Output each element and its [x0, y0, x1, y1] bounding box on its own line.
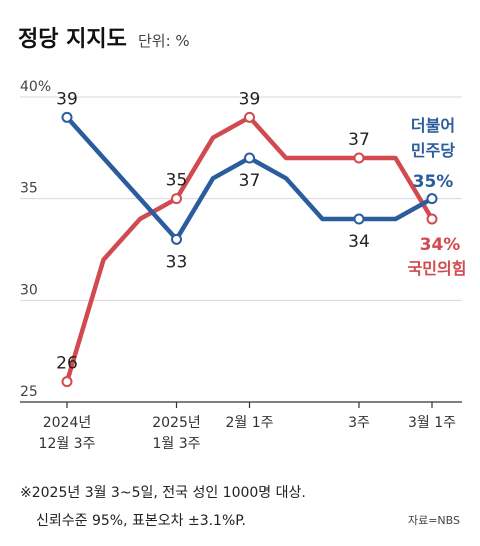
data-point-marker: [171, 233, 182, 245]
legend-series-name: 민주당: [411, 141, 455, 160]
y-tick-label: 40%: [20, 79, 51, 95]
y-tick-label: 30: [20, 282, 38, 298]
legend-series-value: 35%: [413, 172, 454, 192]
data-label: 35: [166, 171, 188, 191]
data-point-marker: [353, 213, 365, 225]
data-point-marker: [244, 111, 255, 123]
data-label: 33: [166, 252, 188, 272]
data-label: 37: [239, 171, 261, 191]
data-labels: 39 33 37 34 26 35 39 37: [56, 89, 370, 373]
data-label: 34: [348, 232, 370, 252]
x-tick-label: 2월 1주: [225, 415, 273, 431]
x-tick-label: 2024년: [43, 415, 92, 431]
data-point-marker: [353, 152, 365, 164]
data-point-marker: [171, 193, 182, 205]
legend-series-name: 더불어: [411, 116, 455, 135]
series-line-0: [64, 115, 435, 242]
legend-series-name: 국민의힘: [408, 259, 467, 278]
survey-note-line-2: 신뢰수준 95%, 표본오차 ±3.1%P.: [36, 513, 246, 529]
data-point-marker: [244, 152, 255, 164]
y-tick-label: 35: [20, 181, 38, 197]
y-tick-label: 25: [20, 384, 38, 400]
data-point-marker: [61, 111, 73, 123]
axes: 2024년 12월 3주 2025년 1월 3주 2월 1주 3주 3월 1주: [20, 401, 462, 452]
data-label: 26: [56, 354, 78, 374]
data-point-marker: [61, 376, 73, 388]
series-lines: [61, 111, 438, 388]
x-tick-label: 3주: [348, 415, 370, 431]
x-tick-label: 12월 3주: [39, 436, 96, 452]
unit-label: 단위: %: [138, 32, 190, 50]
data-point-marker: [426, 213, 438, 225]
data-label: 37: [348, 130, 370, 150]
grid: 40% 35 30 25: [20, 79, 462, 400]
survey-note-line-1: ※2025년 3월 3~5일, 전국 성인 1000명 대상.: [20, 485, 306, 501]
chart-title: 정당 지지도: [18, 27, 127, 52]
data-label: 39: [56, 89, 78, 109]
data-label: 39: [239, 89, 261, 109]
x-tick-label: 2025년: [152, 415, 201, 431]
source-label: 자료=NBS: [408, 514, 460, 527]
legend-series-value: 34%: [420, 235, 461, 255]
x-tick-label: 1월 3주: [152, 436, 200, 452]
x-tick-label: 3월 1주: [408, 415, 456, 431]
data-point-marker: [426, 193, 438, 205]
